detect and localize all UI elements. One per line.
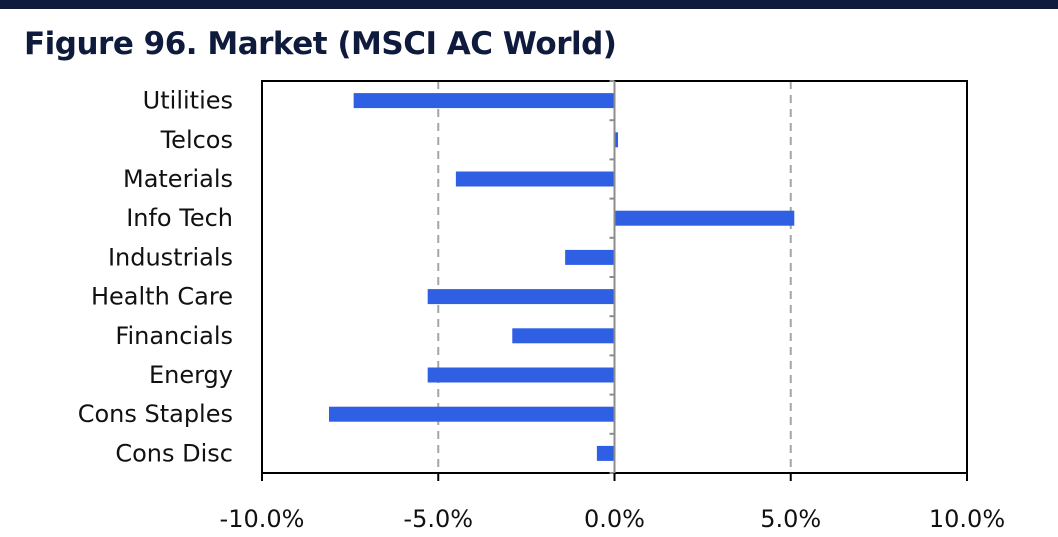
x-tick-label: -10.0% (220, 505, 305, 533)
bar-telcos (614, 132, 619, 148)
category-label: Cons Staples (78, 400, 233, 428)
category-label: Utilities (143, 87, 233, 115)
category-label: Industrials (108, 243, 233, 271)
category-label: Financials (115, 322, 233, 350)
x-tick-label: 0.0% (584, 505, 645, 533)
axes (261, 80, 968, 481)
bar-materials (455, 171, 615, 187)
x-tick-label: -5.0% (403, 505, 473, 533)
category-label: Cons Disc (115, 439, 233, 467)
bar-cons-staples (328, 406, 615, 422)
chart-title: Figure 96. Market (MSCI AC World) (24, 26, 617, 62)
bar-health-care (427, 289, 615, 305)
category-label: Health Care (91, 283, 233, 311)
top-rule (0, 0, 1058, 9)
category-label: Materials (123, 165, 233, 193)
x-tick-labels: -10.0% -5.0% 0.0% 5.0% 10.0% (220, 505, 1006, 533)
bars (328, 93, 795, 461)
bar-cons-disc (596, 445, 615, 461)
bar-energy (427, 367, 615, 383)
bar-info-tech (614, 210, 795, 226)
category-label: Info Tech (126, 204, 233, 232)
bar-utilities (353, 93, 615, 109)
x-tick-label: 5.0% (760, 505, 821, 533)
category-label: Telcos (160, 126, 233, 154)
category-label: Energy (149, 361, 233, 389)
bar-financials (512, 328, 615, 344)
category-labels: Utilities Telcos Materials Info Tech Industr… (78, 87, 233, 468)
x-tick-label: 10.0% (929, 505, 1005, 533)
bar-industrials (565, 249, 615, 265)
